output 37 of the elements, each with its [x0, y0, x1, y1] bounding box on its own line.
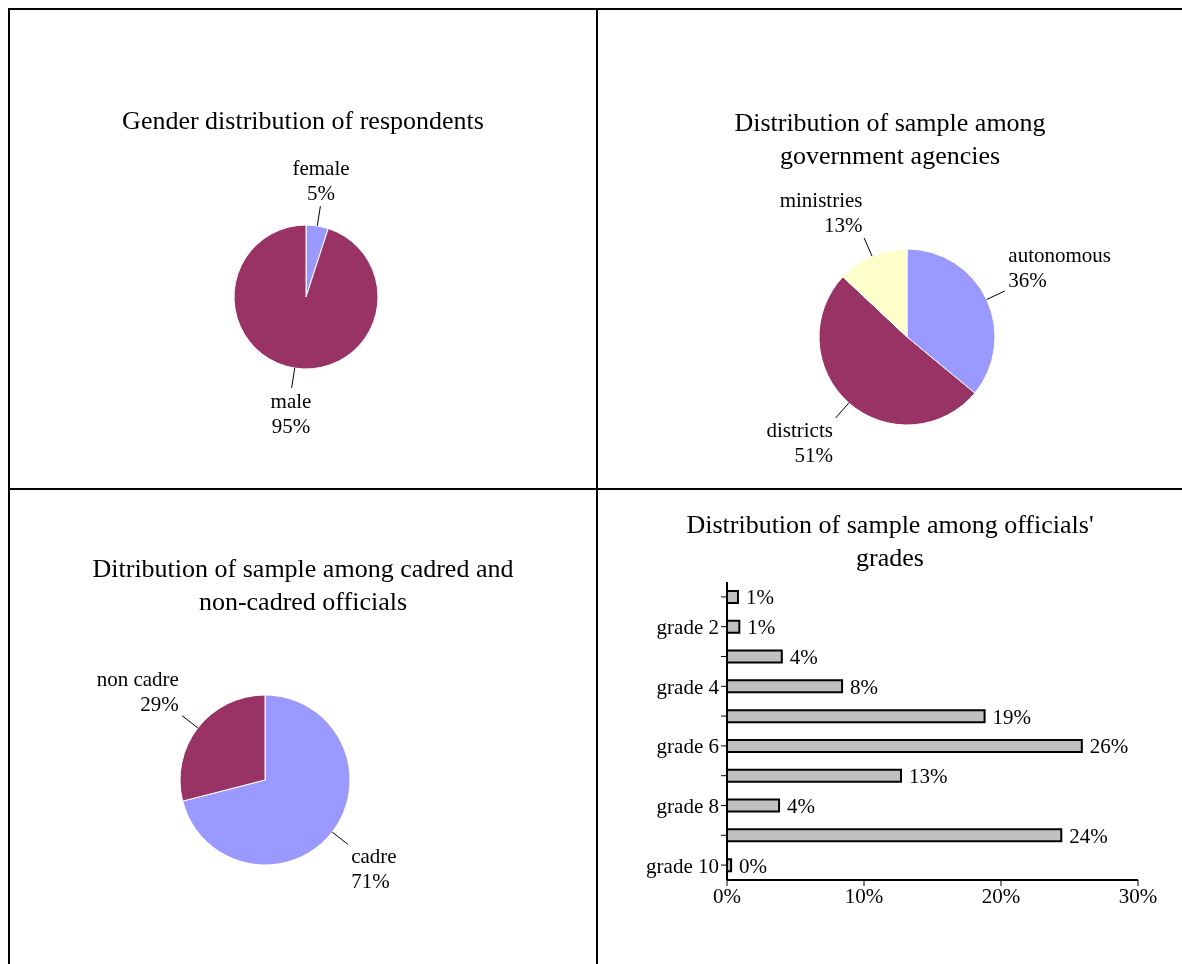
y-tick-label: grade 2 [656, 615, 719, 640]
data-label: 51% [794, 443, 833, 468]
slice-label: cadre [351, 843, 397, 868]
x-tick-label: 0% [713, 883, 741, 908]
data-label: 36% [1008, 268, 1047, 293]
x-tick-label: 30% [1118, 883, 1158, 908]
data-label: 26% [1089, 734, 1129, 759]
data-label: 4% [789, 644, 818, 669]
chart-title: Gender distribution of respondents [121, 105, 485, 137]
data-label: 95% [271, 413, 311, 438]
chart-title: Distribution of sample among officials' grades [685, 509, 1095, 574]
x-tick-label: 20% [981, 883, 1021, 908]
data-label: 13% [908, 764, 948, 789]
y-tick-label: grade 10 [646, 853, 719, 878]
slice-label: districts [766, 418, 833, 443]
data-label: 5% [307, 181, 336, 206]
data-label: 24% [1069, 823, 1108, 848]
slice-label: non cadre [96, 667, 179, 692]
data-label: 1% [745, 585, 774, 610]
slice-label: female [292, 156, 350, 181]
data-label: 0% [739, 853, 768, 878]
data-label: 71% [351, 868, 390, 893]
slice-label: autonomous [1008, 243, 1112, 268]
slice-label: male [270, 388, 312, 413]
y-tick-label: grade 4 [656, 674, 720, 699]
y-tick-label: grade 6 [656, 734, 719, 759]
data-label: 4% [787, 793, 816, 818]
data-label: 8% [850, 674, 879, 699]
y-tick-label: grade 8 [656, 793, 719, 818]
chart-title: Distribution of sample among government agencies [733, 107, 1047, 172]
x-tick-label: 10% [844, 883, 884, 908]
chart-title: Ditribution of sample among cadred and non-cadred officials [91, 553, 515, 618]
data-label: 29% [140, 692, 179, 717]
slice-label: ministries [779, 188, 863, 213]
data-label: 13% [824, 213, 863, 238]
data-label: 19% [992, 704, 1032, 729]
data-label: 1% [747, 615, 776, 640]
